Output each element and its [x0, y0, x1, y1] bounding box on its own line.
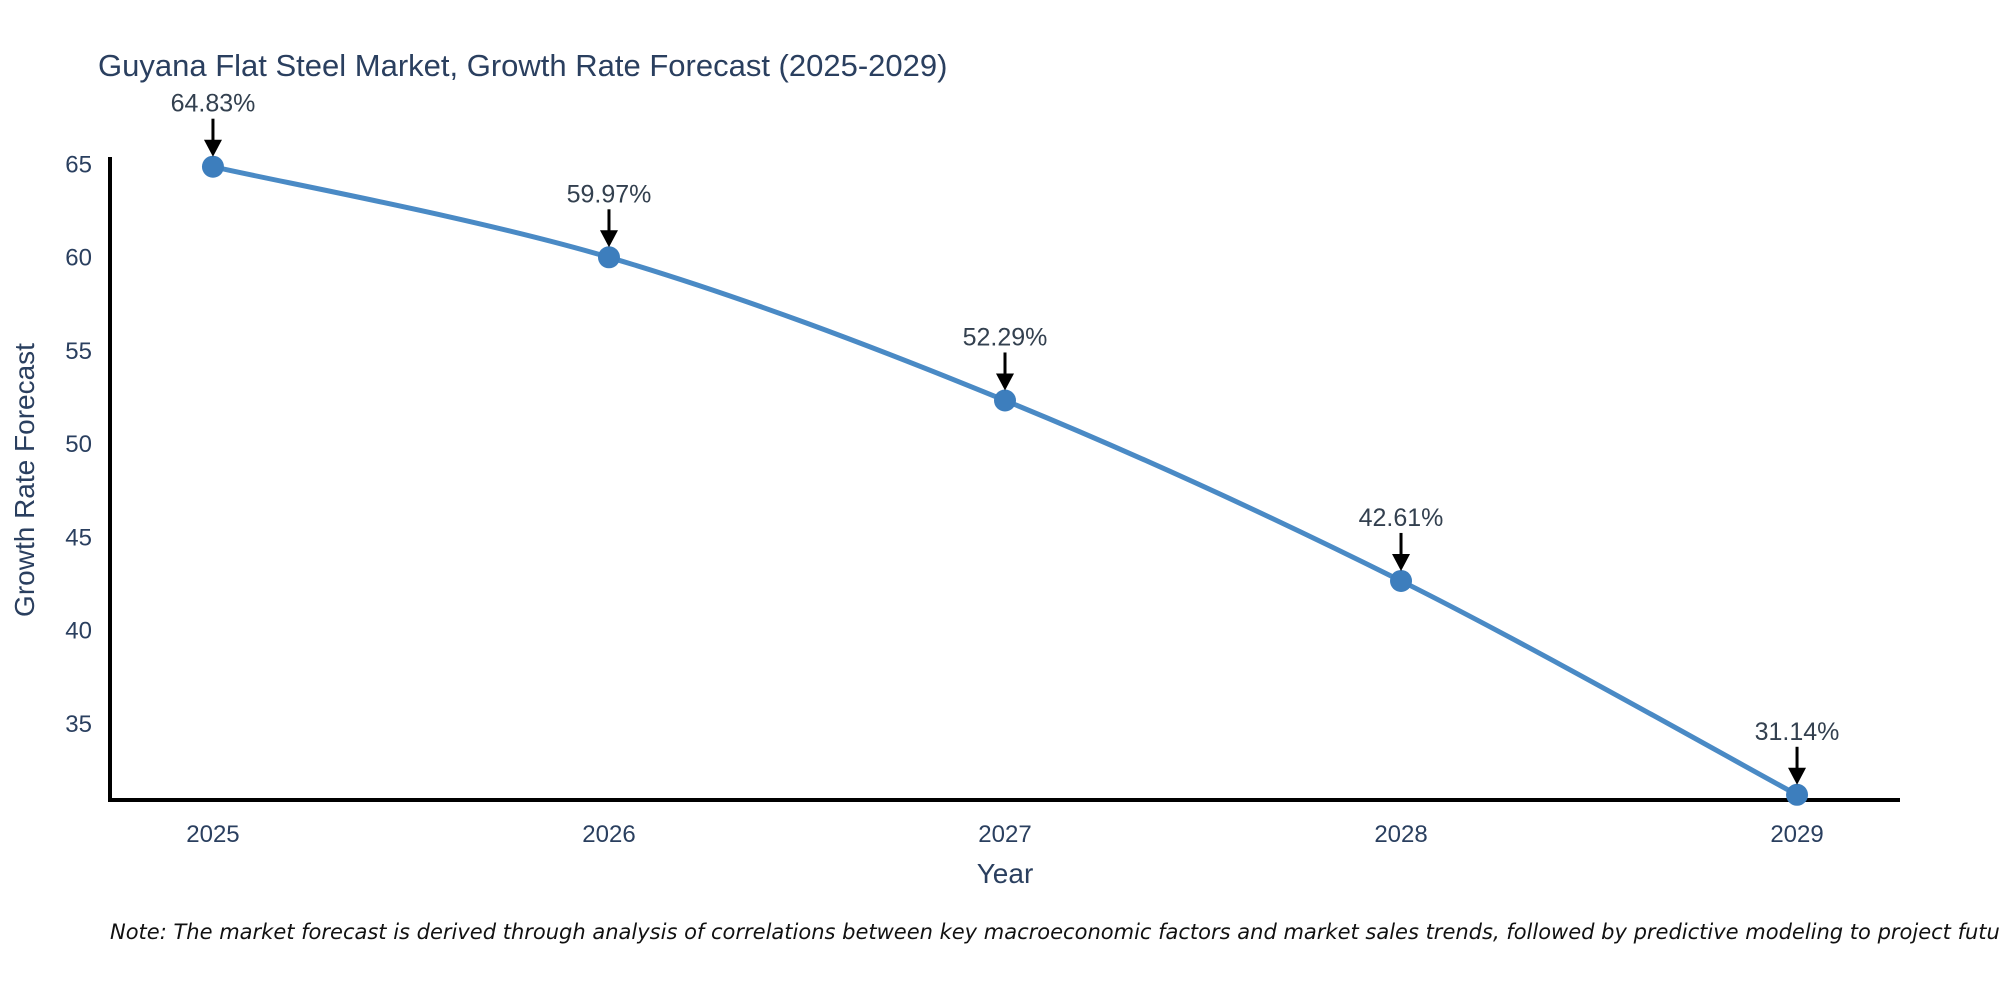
x-tick-label: 2025 — [186, 821, 239, 848]
forecast-line — [212, 164, 1799, 797]
data-point-label: 31.14% — [1755, 718, 1840, 746]
annotation-arrow-head — [203, 139, 222, 157]
y-tick-label: 55 — [65, 338, 92, 365]
x-axis-title: Year — [976, 858, 1034, 889]
x-tick-label: 2026 — [582, 821, 635, 848]
y-tick-label: 65 — [65, 152, 92, 179]
y-tick-label: 35 — [65, 711, 92, 738]
data-point-marker — [597, 246, 620, 269]
annotation-arrow-head — [1392, 553, 1411, 571]
y-tick-label: 45 — [65, 524, 92, 551]
data-point-label: 42.61% — [1359, 504, 1444, 532]
y-tick-label: 50 — [65, 431, 92, 458]
y-tick-label: 40 — [65, 618, 92, 645]
x-tick-label: 2027 — [978, 821, 1031, 848]
data-point-marker — [1786, 783, 1809, 806]
annotation-arrow-head — [996, 373, 1014, 391]
data-point-marker — [994, 389, 1016, 412]
data-point-label: 64.83% — [171, 90, 256, 118]
data-point-marker — [1390, 569, 1413, 592]
data-point-label: 59.97% — [567, 180, 652, 208]
data-point-marker — [201, 155, 224, 178]
chart-title: Guyana Flat Steel Market, Growth Rate Fo… — [98, 48, 948, 83]
x-tick-label: 2029 — [1770, 821, 1823, 848]
x-tick-label: 2028 — [1374, 821, 1427, 848]
data-point-label: 52.29% — [963, 323, 1048, 351]
y-tick-label: 60 — [65, 245, 92, 272]
axis-lines — [108, 157, 1900, 802]
annotation-arrow-head — [599, 230, 618, 248]
footnote: Note: The market forecast is derived thr… — [110, 920, 2000, 944]
annotation-arrow-head — [1788, 767, 1807, 785]
